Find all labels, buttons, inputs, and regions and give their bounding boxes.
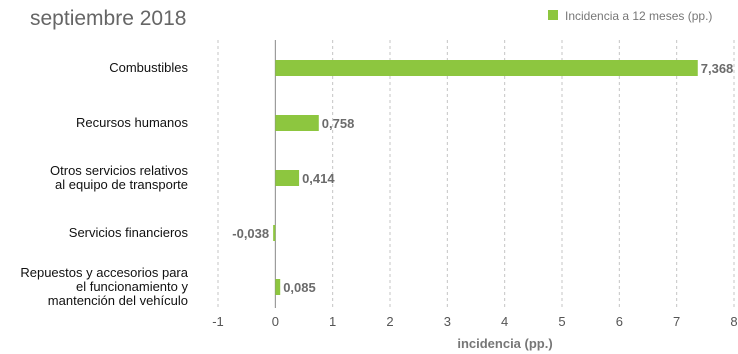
x-axis-ticks: -1 0 1 2 3 4 5 6 7 8: [212, 314, 737, 329]
legend-label: Incidencia a 12 meses (pp.): [565, 9, 712, 23]
legend-swatch: [548, 10, 558, 20]
data-label: -0,038: [232, 226, 269, 241]
x-tick-label: 0: [272, 314, 279, 329]
x-axis-label: incidencia (pp.): [457, 336, 552, 351]
bar: [275, 115, 319, 131]
x-tick-label: 4: [501, 314, 508, 329]
category-label: Recursos humanos: [76, 115, 188, 130]
x-tick-label: 8: [730, 314, 737, 329]
legend: Incidencia a 12 meses (pp.): [548, 9, 712, 23]
x-tick-label: 1: [329, 314, 336, 329]
category-label: Combustibles: [109, 60, 188, 75]
data-label: 0,414: [302, 171, 335, 186]
gridlines: [217, 40, 735, 308]
category-label: Repuestos y accesorios para el funcionami…: [20, 265, 188, 308]
x-tick-label: 7: [673, 314, 680, 329]
x-tick-label: 6: [616, 314, 623, 329]
category-label: Otros servicios relativos al equipo de tr…: [50, 163, 188, 192]
x-tick-label: 3: [444, 314, 451, 329]
data-label: 0,758: [322, 116, 355, 131]
x-tick-label: -1: [212, 314, 224, 329]
bar: [275, 279, 281, 295]
bars: 7,368 0,758 0,414 -0,038 0,085: [232, 60, 733, 295]
bar: [275, 60, 698, 76]
bar: [275, 170, 300, 186]
category-label: Servicios financieros: [69, 225, 189, 240]
data-label: 7,368: [701, 61, 734, 76]
x-tick-label: 2: [386, 314, 393, 329]
category-labels: Combustibles Recursos humanos Otros servic…: [20, 60, 188, 308]
x-tick-label: 5: [558, 314, 565, 329]
data-label: 0,085: [283, 280, 316, 295]
chart-subtitle: septiembre 2018: [30, 7, 186, 30]
bar: [273, 225, 276, 241]
